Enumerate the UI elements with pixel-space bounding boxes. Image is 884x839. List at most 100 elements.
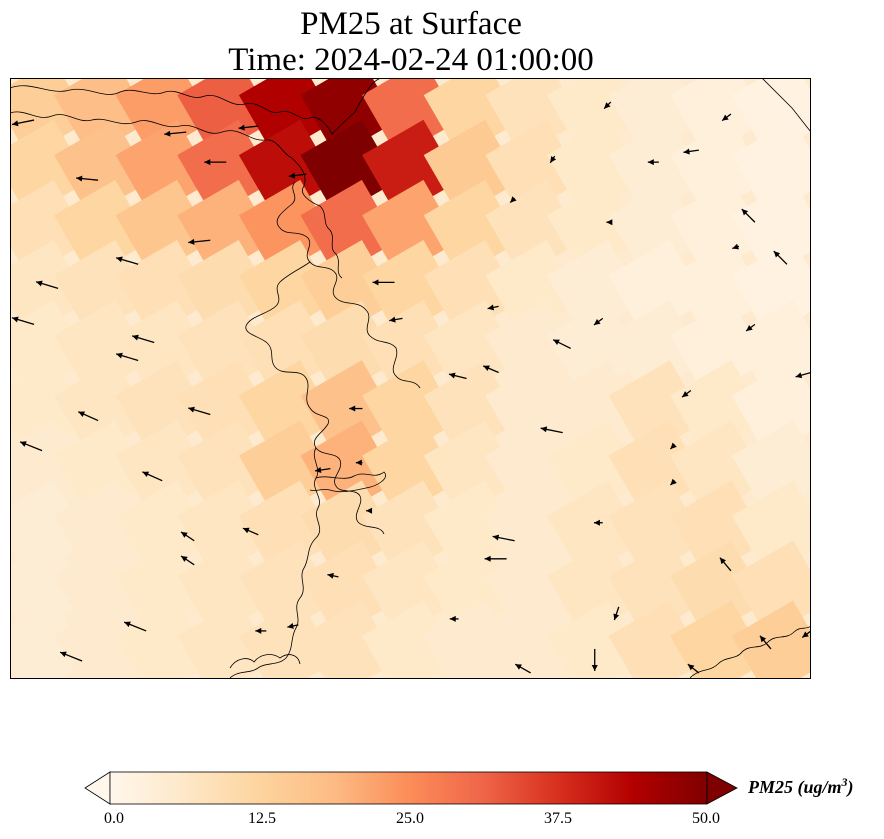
pm25-cell (238, 239, 336, 337)
pm25-cell (423, 420, 521, 518)
colorbar-ramp (109, 771, 708, 805)
pm25-cell (300, 239, 398, 337)
pm25-cell (300, 600, 398, 679)
pm25-cell (423, 300, 521, 397)
pm25-cell (115, 119, 213, 217)
pm25-cell (485, 239, 583, 337)
pm25-cell (485, 600, 583, 679)
pm25-cell (485, 540, 583, 638)
pm25-cell (238, 78, 336, 157)
pm25-cell (54, 480, 151, 578)
pm25-cell (670, 179, 767, 277)
colorbar-tick-label: 12.5 (248, 810, 276, 827)
pm25-cell (177, 480, 275, 578)
wind-arrow (35, 280, 59, 289)
wind-arrow (188, 406, 211, 416)
pm25-cell (300, 420, 398, 518)
pm25-cell (546, 179, 644, 277)
coastline-bay (309, 471, 386, 493)
pm25-cell (485, 179, 583, 277)
wind-arrow (719, 557, 732, 572)
wind-arrow (238, 124, 259, 131)
pm25-cell (238, 480, 336, 578)
wind-arrow (19, 441, 43, 452)
wind-arrow (349, 405, 363, 412)
coastline (10, 78, 811, 679)
colorbar-tick-label: 50.0 (692, 810, 720, 827)
pm25-cell (362, 420, 459, 518)
wind-arrow (492, 534, 515, 542)
pm25-cell (54, 179, 151, 277)
wind-arrow (76, 175, 99, 182)
wind-arrow (484, 555, 507, 562)
map-title: PM25 at Surface (300, 6, 522, 42)
pm25-cell (10, 360, 90, 457)
pm25-cell (670, 600, 767, 679)
pm25-cell (54, 420, 151, 518)
wind-arrow (683, 148, 699, 155)
map-subtitle: Time: 2024-02-24 01:00:00 (228, 42, 594, 78)
pm25-cell (115, 360, 213, 457)
pm25-cell (238, 420, 336, 518)
coastline-islands (229, 654, 301, 669)
pm25-cell (608, 360, 706, 457)
wind-arrow (801, 630, 811, 639)
wind-arrow (669, 442, 677, 450)
pm25-cell (362, 360, 459, 457)
pm25-cell (670, 360, 767, 457)
pm25-cell (177, 300, 275, 397)
pm25-cell (670, 480, 767, 578)
pm25-cell (362, 300, 459, 397)
colorbar-tick-label: 37.5 (544, 810, 572, 827)
wind-arrow (745, 323, 756, 332)
pm25-cell (115, 300, 213, 397)
pm25-cell (670, 239, 767, 337)
wind-arrow (327, 572, 339, 579)
pm25-cell (608, 179, 706, 277)
pm25-cell (731, 540, 811, 638)
pm25-cell (10, 300, 90, 397)
pm25-cell (608, 119, 706, 217)
pm25-cell (177, 179, 275, 277)
wind-arrow (180, 531, 195, 542)
wind-arrow (509, 196, 517, 204)
pm25-cell (546, 420, 644, 518)
wind-arrow (613, 606, 620, 621)
pm25-cell (362, 600, 459, 679)
wind-arrow (389, 316, 403, 323)
pm25-cell (423, 179, 521, 277)
wind-arrow (11, 316, 35, 326)
wind-arrow (759, 635, 772, 650)
wind-vectors (11, 101, 811, 674)
pm25-cell (423, 78, 521, 157)
pm25-cell (731, 600, 811, 679)
pm25-cell (54, 119, 151, 217)
map-plot-area (10, 78, 811, 679)
pm25-cell (10, 78, 90, 157)
pm25-cell (300, 78, 398, 157)
pm25-cell (546, 360, 644, 457)
wind-arrow (448, 372, 467, 380)
pm25-cell (485, 360, 583, 457)
wind-arrow (681, 389, 692, 398)
pm25-cell (670, 300, 767, 397)
wind-arrow (366, 507, 373, 514)
pm25-cell (362, 480, 459, 578)
wind-arrow (647, 159, 659, 166)
pm25-cell (423, 480, 521, 578)
pm25-cell (238, 179, 336, 277)
wind-arrow (482, 365, 499, 374)
pm25-cell (10, 420, 90, 518)
wind-arrow (591, 648, 598, 671)
pm25-cell (10, 480, 90, 578)
pm25-cell (115, 600, 213, 679)
pm25-cell (731, 360, 811, 457)
pm25-cell (10, 179, 90, 277)
pm25-cell (10, 600, 90, 679)
pm25-cell (546, 480, 644, 578)
wind-arrow (255, 627, 267, 634)
wind-arrow (78, 411, 99, 422)
wind-arrow (606, 219, 613, 226)
pm25-cell (362, 239, 459, 337)
pm25-cell (608, 78, 706, 157)
